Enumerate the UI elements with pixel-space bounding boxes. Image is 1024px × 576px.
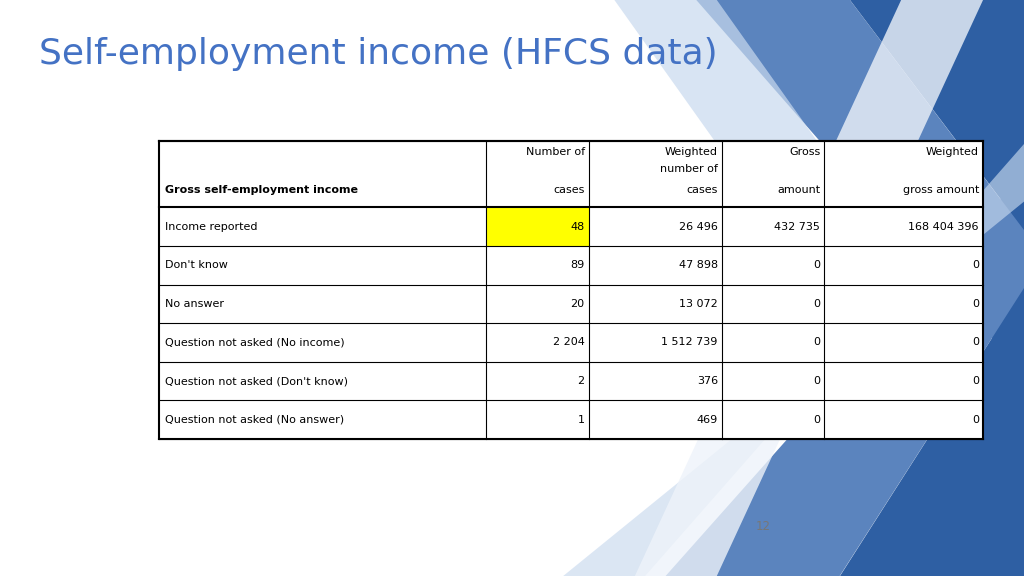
Text: 1: 1 [578,415,585,425]
Text: 0: 0 [813,376,820,386]
Text: Weighted: Weighted [665,147,718,157]
Text: 0: 0 [972,260,979,270]
Text: 47 898: 47 898 [679,260,718,270]
Text: 89: 89 [570,260,585,270]
Text: Income reported: Income reported [165,222,257,232]
Text: 0: 0 [813,260,820,270]
Bar [159,400,983,439]
Text: Number of: Number of [525,147,585,157]
Text: Question not asked (No answer): Question not asked (No answer) [165,415,344,425]
Text: amount: amount [777,185,820,195]
Text: cases: cases [553,185,585,195]
Text: Gross: Gross [788,147,820,157]
Bar [159,141,983,207]
Text: 0: 0 [813,415,820,425]
Text: cases: cases [686,185,718,195]
Text: Question not asked (Don't know): Question not asked (Don't know) [165,376,348,386]
Text: 376: 376 [696,376,718,386]
Text: Don't know: Don't know [165,260,227,270]
Text: 0: 0 [813,299,820,309]
Bar [159,246,983,285]
Bar [159,207,983,246]
Text: 168 404 396: 168 404 396 [908,222,979,232]
Text: 26 496: 26 496 [679,222,718,232]
Text: 2 204: 2 204 [553,338,585,347]
Text: 0: 0 [972,299,979,309]
Bar [486,207,589,246]
Polygon shape [614,0,901,259]
Text: 20: 20 [570,299,585,309]
Bar [159,362,983,400]
Polygon shape [840,288,1024,576]
Text: 2: 2 [578,376,585,386]
Text: Self-employment income (HFCS data): Self-employment income (HFCS data) [39,37,718,71]
Text: 0: 0 [972,415,979,425]
Text: 432 735: 432 735 [774,222,820,232]
Text: Weighted: Weighted [926,147,979,157]
Polygon shape [563,144,1024,576]
Text: 13 072: 13 072 [679,299,718,309]
Bar [159,285,983,323]
Text: No answer: No answer [165,299,224,309]
Text: 469: 469 [696,415,718,425]
Polygon shape [666,173,1024,576]
Polygon shape [850,0,1024,230]
Text: 0: 0 [972,338,979,347]
Text: Question not asked (No income): Question not asked (No income) [165,338,344,347]
Text: 1 512 739: 1 512 739 [662,338,718,347]
Text: 48: 48 [570,222,585,232]
Polygon shape [696,0,1024,374]
Text: Gross self-employment income: Gross self-employment income [165,185,357,195]
Bar [159,323,983,362]
Text: 0: 0 [813,338,820,347]
Text: 12: 12 [756,520,770,533]
Polygon shape [635,0,983,576]
Text: number of: number of [659,164,718,174]
Text: 0: 0 [972,376,979,386]
Text: gross amount: gross amount [902,185,979,195]
